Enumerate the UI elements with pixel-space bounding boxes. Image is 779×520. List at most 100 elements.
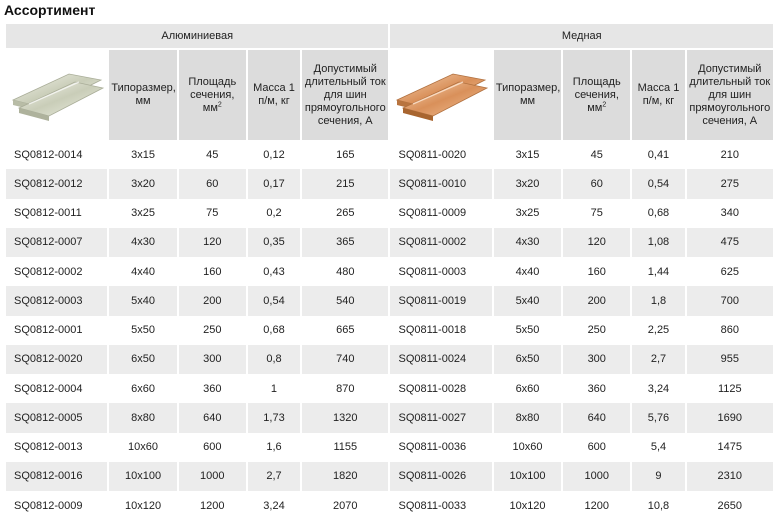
cell-al-area: 600 <box>178 432 246 462</box>
cell-cu-code: SQ0811-0020 <box>390 140 492 170</box>
cell-cu-mass: 2,7 <box>632 344 685 374</box>
cell-cu-mass: 9 <box>632 461 685 491</box>
cell-al-area: 1200 <box>178 491 246 520</box>
cell-cu-mass: 10,8 <box>632 491 685 520</box>
cell-al-area: 45 <box>178 140 246 170</box>
cell-al-code: SQ0812-0020 <box>6 344 108 374</box>
cell-cu-size: 4x40 <box>493 257 562 287</box>
cell-al-code: SQ0812-0004 <box>6 374 108 404</box>
cell-cu-mass: 0,41 <box>632 140 685 170</box>
table-row: SQ0812-0004 6x60 360 1 870 SQ0811-0028 6x60 360… <box>6 374 773 404</box>
cell-cu-size: 10x60 <box>493 432 562 462</box>
cell-al-mass: 0,43 <box>247 257 301 287</box>
table-row: SQ0812-0005 8x80 640 1,73 1320 SQ0811-0027 8x8… <box>6 403 773 433</box>
table-row: SQ0812-0012 3x20 60 0,17 215 SQ0811-0010 3x20 6… <box>6 169 773 199</box>
cell-cu-current: 2650 <box>686 491 773 520</box>
cu-area-header-text: Площадь сечения, мм <box>572 75 621 114</box>
cell-cu-current: 1125 <box>686 374 773 404</box>
cell-cu-size: 3x20 <box>493 169 562 199</box>
cell-al-mass: 0,2 <box>247 198 301 228</box>
cell-al-code: SQ0812-0007 <box>6 227 108 257</box>
cell-cu-area: 360 <box>563 374 631 404</box>
cell-al-mass: 1,73 <box>247 403 301 433</box>
copper-bar-image <box>390 48 492 140</box>
cell-al-current: 265 <box>302 198 389 228</box>
cell-al-current: 365 <box>302 227 389 257</box>
cell-al-current: 665 <box>302 315 389 345</box>
cell-al-current: 1820 <box>302 461 389 491</box>
cell-al-size: 3x25 <box>109 198 177 228</box>
cell-cu-current: 955 <box>686 344 773 374</box>
al-area-header: Площадь сечения, мм2 <box>178 48 246 140</box>
table-row: SQ0812-0013 10x60 600 1,6 1155 SQ0811-0036 10x… <box>6 432 773 462</box>
cell-al-mass: 0,54 <box>247 286 301 316</box>
cu-mass-header: Масса 1 п/м, кг <box>632 48 685 140</box>
cell-al-area: 1000 <box>178 461 246 491</box>
cell-cu-code: SQ0811-0024 <box>390 344 492 374</box>
cell-al-current: 740 <box>302 344 389 374</box>
cell-al-size: 6x50 <box>109 344 177 374</box>
cell-al-size: 5x40 <box>109 286 177 316</box>
cell-cu-size: 6x50 <box>493 344 562 374</box>
cell-cu-area: 300 <box>563 344 631 374</box>
cell-al-current: 870 <box>302 374 389 404</box>
cell-al-size: 10x60 <box>109 432 177 462</box>
cell-al-mass: 0,68 <box>247 315 301 345</box>
cell-al-size: 3x20 <box>109 169 177 199</box>
cell-al-area: 640 <box>178 403 246 433</box>
table-row: SQ0812-0003 5x40 200 0,54 540 SQ0811-0019 5x40… <box>6 286 773 316</box>
cell-al-code: SQ0812-0002 <box>6 257 108 287</box>
cell-cu-code: SQ0811-0009 <box>390 198 492 228</box>
cell-al-current: 2070 <box>302 491 389 520</box>
cell-al-code: SQ0812-0003 <box>6 286 108 316</box>
page-title: Ассортимент <box>4 2 96 18</box>
cell-al-size: 3x15 <box>109 140 177 170</box>
cu-area-header-sup: 2 <box>602 100 607 108</box>
cell-cu-size: 5x40 <box>493 286 562 316</box>
cell-al-code: SQ0812-0016 <box>6 461 108 491</box>
cell-al-mass: 2,7 <box>247 461 301 491</box>
cell-al-mass: 1,6 <box>247 432 301 462</box>
cell-al-area: 75 <box>178 198 246 228</box>
group-header-aluminum: Алюминиевая <box>6 24 389 48</box>
cell-al-size: 10x120 <box>109 491 177 520</box>
assortment-table: Алюминиевая Медная <box>4 24 775 520</box>
cell-cu-area: 640 <box>563 403 631 433</box>
table-body: SQ0812-0014 3x15 45 0,12 165 SQ0811-0020 3x15 4… <box>6 140 773 520</box>
cell-cu-code: SQ0811-0036 <box>390 432 492 462</box>
cell-cu-code: SQ0811-0018 <box>390 315 492 345</box>
cell-al-size: 4x40 <box>109 257 177 287</box>
table-row: SQ0812-0007 4x30 120 0,35 365 SQ0811-0002 4x30… <box>6 227 773 257</box>
table-row: SQ0812-0020 6x50 300 0,8 740 SQ0811-0024 6x50 3… <box>6 344 773 374</box>
cell-cu-code: SQ0811-0026 <box>390 461 492 491</box>
cell-cu-size: 8x80 <box>493 403 562 433</box>
cell-cu-area: 120 <box>563 227 631 257</box>
cell-cu-current: 1690 <box>686 403 773 433</box>
cell-al-mass: 0,17 <box>247 169 301 199</box>
copper-bar-icon <box>395 73 489 121</box>
cell-cu-code: SQ0811-0027 <box>390 403 492 433</box>
cell-al-code: SQ0812-0014 <box>6 140 108 170</box>
cell-cu-area: 160 <box>563 257 631 287</box>
cell-al-area: 60 <box>178 169 246 199</box>
cell-cu-code: SQ0811-0002 <box>390 227 492 257</box>
cu-size-header: Типоразмер, мм <box>493 48 562 140</box>
cell-cu-current: 1475 <box>686 432 773 462</box>
cell-cu-size: 3x25 <box>493 198 562 228</box>
cell-cu-area: 60 <box>563 169 631 199</box>
cell-cu-mass: 5,4 <box>632 432 685 462</box>
cell-cu-area: 45 <box>563 140 631 170</box>
group-header-copper: Медная <box>390 24 773 48</box>
cell-al-size: 4x30 <box>109 227 177 257</box>
cu-current-header: Допустимый длительный ток для шин прямоу… <box>686 48 773 140</box>
table-row: SQ0812-0009 10x120 1200 3,24 2070 SQ0811-0033… <box>6 491 773 520</box>
table-row: SQ0812-0001 5x50 250 0,68 665 SQ0811-0018 5x50… <box>6 315 773 345</box>
cell-cu-current: 475 <box>686 227 773 257</box>
cell-cu-current: 860 <box>686 315 773 345</box>
table-row: SQ0812-0014 3x15 45 0,12 165 SQ0811-0020 3x15 4… <box>6 140 773 170</box>
cell-al-mass: 3,24 <box>247 491 301 520</box>
al-mass-header: Масса 1 п/м, кг <box>247 48 301 140</box>
cu-area-header: Площадь сечения, мм2 <box>563 48 631 140</box>
cell-al-area: 120 <box>178 227 246 257</box>
cell-al-code: SQ0812-0013 <box>6 432 108 462</box>
